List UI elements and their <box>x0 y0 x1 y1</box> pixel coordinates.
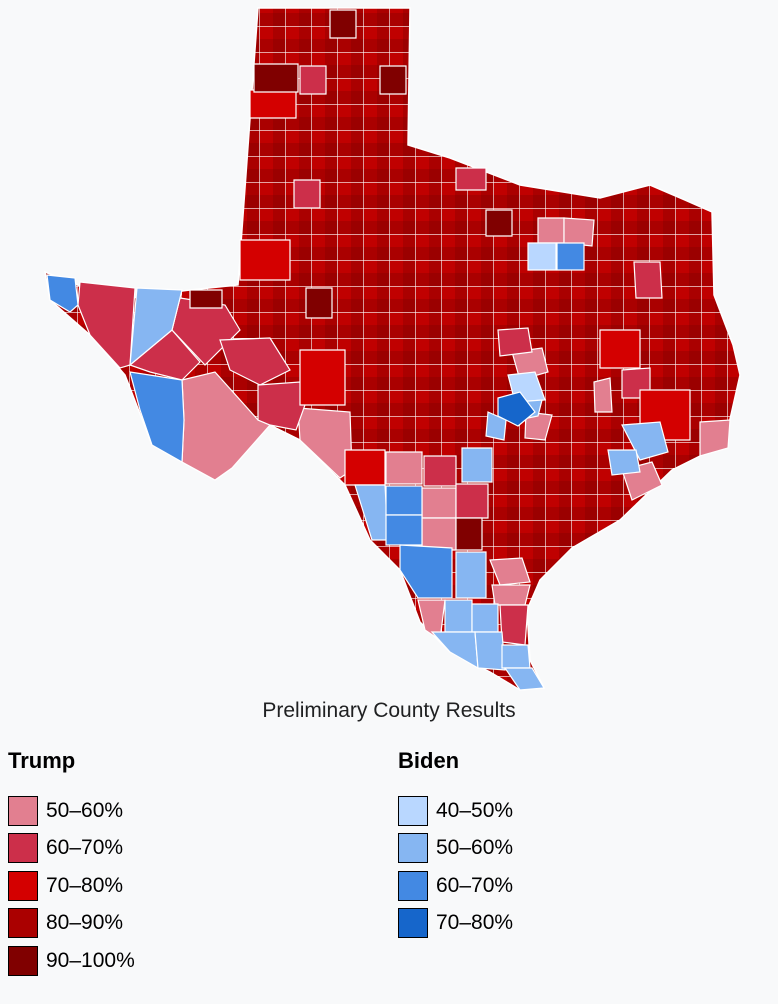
county-bright-d <box>599 329 641 369</box>
county-bright-a <box>249 89 297 119</box>
county-willacy <box>501 644 531 669</box>
legend-item-label: 80–90% <box>46 911 124 935</box>
legend-item-label: 70–80% <box>436 911 514 935</box>
county-tarrant <box>527 242 557 271</box>
county-ne-d <box>455 167 487 191</box>
legend-item: 50–60% <box>398 830 513 868</box>
county-cameron-b <box>503 667 546 691</box>
legend-swatch <box>398 795 428 826</box>
legend-item-label: 70–80% <box>46 873 124 897</box>
map-caption: Preliminary County Results <box>262 699 516 722</box>
county-webb-b <box>385 514 423 546</box>
county-fort-bend <box>607 449 641 476</box>
county-presidio <box>46 274 79 313</box>
county-coast-a <box>489 557 531 586</box>
legend-trump: Trump 50–60% 60–70% 70–80% 80–90% 90–100… <box>8 748 135 980</box>
county-coast-b <box>491 584 531 606</box>
county-bright-b <box>299 349 346 406</box>
legend-swatch <box>398 833 428 864</box>
legend-biden-title: Biden <box>398 748 460 773</box>
county-crane-area <box>219 337 291 386</box>
legend-swatch <box>8 795 38 826</box>
county-darkest-e <box>189 289 223 309</box>
county-darkest-d <box>305 287 333 319</box>
legend-item: 60–70% <box>8 830 135 868</box>
county-bexar-area <box>461 447 493 483</box>
legend-item: 70–80% <box>398 905 513 943</box>
legend-item-label: 50–60% <box>436 836 514 860</box>
legend-swatch <box>8 833 38 864</box>
county-brewster <box>129 371 185 464</box>
county-ne-b <box>563 217 595 247</box>
county-bright-c <box>344 449 386 486</box>
county-south-tx-c <box>421 517 457 551</box>
county-travis <box>497 391 536 427</box>
legend-item: 90–100% <box>8 942 135 980</box>
legend-swatch <box>8 945 38 976</box>
legend-item-label: 50–60% <box>46 798 124 822</box>
county-bright-f <box>239 239 291 281</box>
county-valley-a <box>444 599 473 633</box>
legend-item: 70–80% <box>8 867 135 905</box>
legend-item-label: 60–70% <box>46 836 124 860</box>
county-darkest-f <box>455 517 483 551</box>
county-south-tx-d <box>423 455 457 487</box>
county-darkest-c <box>379 65 407 95</box>
county-east-a <box>593 377 613 413</box>
legend-item-label: 90–100% <box>46 948 135 972</box>
legend-swatch <box>398 870 428 901</box>
county-south-tx-e <box>455 483 489 519</box>
county-webb-a <box>385 485 423 516</box>
texas-county-map <box>44 7 741 691</box>
county-valley-b <box>471 603 499 633</box>
legend-item: 40–50% <box>398 792 513 830</box>
county-zapata <box>399 544 453 599</box>
county-panhandle-a <box>299 65 327 95</box>
legend-item-label: 60–70% <box>436 873 514 897</box>
county-dallas <box>556 242 585 271</box>
county-panhandle-b <box>293 179 321 209</box>
county-cameron-a <box>474 631 506 671</box>
legend-swatch <box>398 908 428 939</box>
county-darkest-g <box>485 209 513 237</box>
county-darkest-a <box>253 63 299 93</box>
county-harris-a <box>621 421 669 461</box>
county-el-paso-area <box>129 287 183 367</box>
county-val-verde <box>297 407 353 479</box>
legend-item: 60–70% <box>398 867 513 905</box>
county-jim-hogg <box>455 551 487 599</box>
county-ne-a <box>537 217 565 244</box>
county-kenedy <box>499 604 529 646</box>
county-culberson <box>77 281 136 369</box>
county-terrell <box>257 381 306 431</box>
county-central-b <box>524 411 553 441</box>
county-south-tx-b <box>421 487 457 519</box>
legend-item: 50–60% <box>8 792 135 830</box>
legend-trump-title: Trump <box>8 748 76 773</box>
legend-biden: Biden 40–50% 50–60% 60–70% 70–80% <box>398 748 513 942</box>
legend-item: 80–90% <box>8 905 135 943</box>
legend-swatch <box>8 908 38 939</box>
county-south-tx-a <box>385 451 423 485</box>
county-central-c <box>497 327 533 357</box>
county-coast-e <box>699 419 731 457</box>
texas-outline <box>44 7 741 691</box>
county-darkest-b <box>329 9 357 39</box>
legend-item-label: 40–50% <box>436 798 514 822</box>
county-ne-c <box>633 261 663 299</box>
county-hidalgo <box>430 631 479 670</box>
legend-swatch <box>8 870 38 901</box>
